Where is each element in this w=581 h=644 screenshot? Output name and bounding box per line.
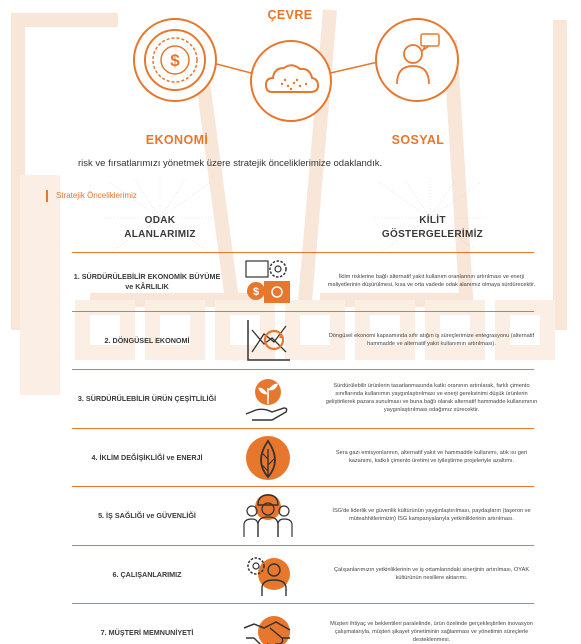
cycle-chart-icon bbox=[247, 319, 290, 361]
priority-kpi: İSG'de liderlik ve güvenlik kültürünün y… bbox=[332, 508, 531, 522]
kpi-header-line2: GÖSTERGELERİMİZ bbox=[381, 229, 484, 240]
workers-helmet-icon bbox=[243, 494, 293, 537]
priority-kpi: Çalışanlarımızın yetkinliklerinin ve iş … bbox=[333, 566, 530, 581]
priority-row: 3. SÜRDÜRÜLEBİLİR ÜRÜN ÇEŞİTLİLİĞİ Sürdü… bbox=[72, 369, 537, 428]
priority-name: 5. İŞ SAĞLIĞI ve GÜVENLİĞİ bbox=[98, 511, 196, 520]
priority-kpi: İklim risklerine bağlı alternatif yakıt … bbox=[327, 274, 536, 288]
background-watermark bbox=[11, 9, 567, 395]
employee-gear-icon bbox=[247, 556, 290, 596]
intro-text: risk ve fırsatlarımızı yönetmek üzere st… bbox=[78, 158, 383, 169]
priority-name: 1. SÜRDÜRÜLEBİLİR EKONOMİK BÜYÜME ve KÂR… bbox=[73, 272, 221, 291]
priority-row: 4. İKLİM DEĞİŞİKLİĞİ ve ENERJİ Sera gazı… bbox=[72, 427, 534, 487]
focus-header-line1: ODAK bbox=[144, 215, 176, 226]
priorities-table: 1. SÜRDÜRÜLEBİLİR EKONOMİK BÜYÜME ve KÂR… bbox=[72, 252, 537, 644]
cevre-label: ÇEVRE bbox=[267, 8, 313, 22]
priority-row: 7. MÜŞTERİ MEMNUNİYETİ Müşteri ihtiyaç v… bbox=[72, 603, 534, 644]
priority-name: 4. İKLİM DEĞİŞİKLİĞİ ve ENERJİ bbox=[91, 452, 203, 462]
priority-kpi: Müşteri ihtiyaç ve beklentileri paraleli… bbox=[330, 621, 533, 643]
priority-kpi: Sera gazı emisyonlarının, alternatif yak… bbox=[335, 449, 528, 464]
cloud-icon bbox=[264, 64, 320, 93]
money-coin-icon: $ bbox=[144, 29, 206, 91]
kpi-header: KİLİT GÖSTERGELERİMİZ bbox=[375, 214, 490, 242]
dots-burst-left bbox=[105, 178, 215, 254]
priority-name: 6. ÇALIŞANLARIMIZ bbox=[112, 569, 182, 579]
cevre-circle bbox=[250, 40, 332, 122]
priority-kpi: Sürdürülebilir ürünlerin tasarlanmasında… bbox=[325, 383, 538, 413]
pillars-graphic: ÇEVRE EKONOMİ SOSYAL $ bbox=[0, 0, 581, 150]
section-label: Stratejik Önceliklerimiz bbox=[46, 190, 137, 202]
leaf-icon bbox=[246, 435, 290, 480]
priority-name: 7. MÜŞTERİ MEMNUNİYETİ bbox=[100, 628, 194, 637]
sosyal-label: SOSYAL bbox=[391, 133, 445, 147]
person-speech-icon bbox=[396, 33, 440, 85]
focus-areas-header: ODAK ALANLARIMIZ bbox=[105, 214, 215, 242]
gears-money-icon: $ bbox=[245, 260, 290, 303]
priority-row: 5. İŞ SAĞLIĞI ve GÜVENLİĞİ İSG'de liderl… bbox=[72, 486, 534, 545]
priority-row: 1. SÜRDÜRÜLEBİLİR EKONOMİK BÜYÜME ve KÂR… bbox=[72, 252, 535, 311]
ekonomi-circle: $ bbox=[133, 18, 217, 102]
priority-kpi: Döngüsel ekonomi kapsamında sıfır atığın… bbox=[328, 332, 535, 347]
dots-burst-right bbox=[375, 178, 485, 254]
sosyal-circle bbox=[375, 18, 459, 102]
svg-text:$: $ bbox=[253, 286, 259, 298]
ekonomi-label: EKONOMİ bbox=[145, 133, 209, 147]
kpi-header-line1: KİLİT bbox=[419, 215, 446, 226]
priority-name: 3. SÜRDÜRÜLEBİLİR ÜRÜN ÇEŞİTLİLİĞİ bbox=[77, 394, 217, 403]
plant-hand-icon bbox=[245, 379, 288, 421]
priority-name: 2. DÖNGÜSEL EKONOMİ bbox=[104, 335, 190, 345]
handshake-icon bbox=[243, 616, 291, 644]
svg-text:$: $ bbox=[170, 51, 180, 70]
focus-header-line2: ALANLARIMIZ bbox=[124, 229, 196, 240]
priority-row: 6. ÇALIŞANLARIMIZ Çalışanlarımızın yetki… bbox=[72, 544, 534, 604]
priority-row: 2. DÖNGÜSEL EKONOMİ Döngüsel ekonomi kap… bbox=[72, 310, 534, 370]
